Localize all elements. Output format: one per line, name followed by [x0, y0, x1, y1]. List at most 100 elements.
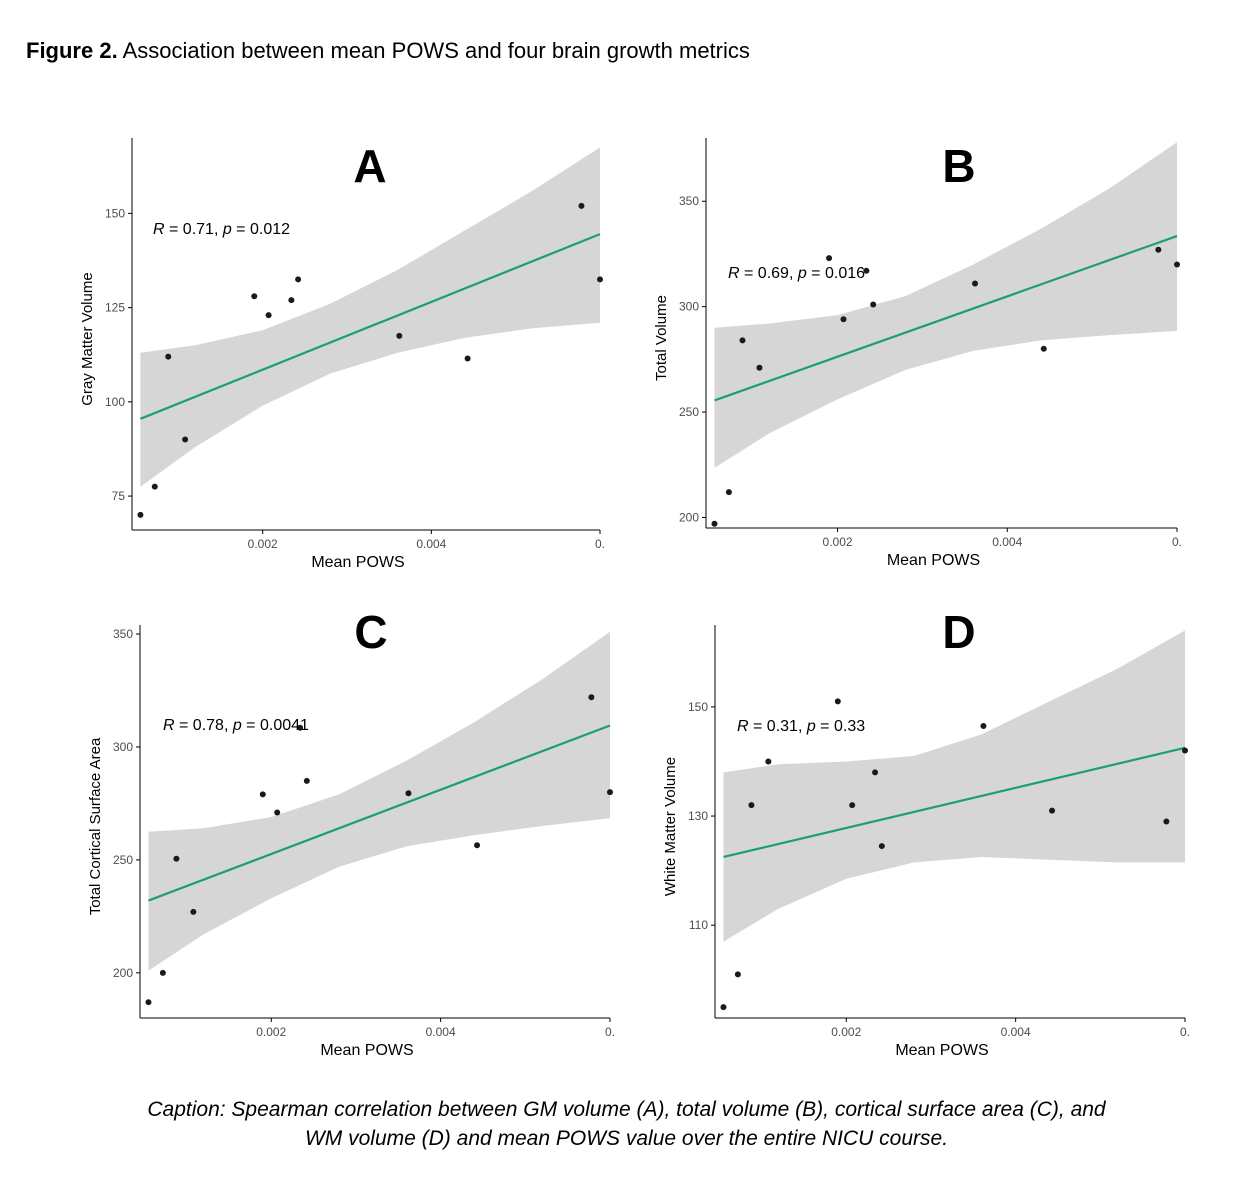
data-point: [303, 777, 310, 784]
x-tick-label: 0.004: [1001, 1025, 1031, 1039]
data-point: [840, 316, 847, 323]
data-point: [1163, 818, 1170, 825]
x-axis-title: Mean POWS: [895, 1042, 988, 1059]
x-tick-label: 0.002: [831, 1025, 861, 1039]
data-point: [137, 511, 144, 518]
correlation-annotation: R = 0.78, p = 0.0041: [163, 717, 309, 734]
confidence-band: [714, 142, 1177, 468]
data-point: [165, 353, 172, 360]
data-point: [849, 802, 856, 809]
data-point: [251, 293, 258, 300]
x-tick-label: 0.004: [426, 1025, 456, 1039]
data-point: [765, 758, 772, 765]
caption-text: Caption: Spearman correlation between GM…: [147, 1098, 1106, 1150]
y-tick-label: 200: [679, 510, 699, 524]
y-tick-label: 150: [105, 206, 125, 220]
x-axis-title: Mean POWS: [887, 552, 980, 569]
confidence-band: [148, 631, 610, 971]
panel-letter: C: [354, 606, 387, 658]
figure-plots: 75 100 125 150 0.002 0.004 0. Mean POWS Gray Mat…: [79, 138, 1190, 1059]
x-tick-label: 0.004: [416, 537, 446, 551]
data-point: [151, 483, 158, 490]
data-point: [734, 971, 741, 978]
x-tick-label: 0.002: [823, 535, 853, 549]
data-point: [725, 489, 732, 496]
fit-line: [723, 746, 1186, 859]
data-point: [739, 337, 746, 344]
data-point: [145, 999, 152, 1006]
x-tick-label: 0.002: [256, 1025, 286, 1039]
y-tick-label: 300: [679, 300, 699, 314]
y-tick-label: 110: [689, 918, 708, 932]
confidence-band: [140, 147, 600, 487]
data-point: [711, 520, 718, 527]
data-point: [190, 908, 197, 915]
data-point: [834, 698, 841, 705]
x-axis-title: Mean POWS: [311, 554, 404, 571]
data-point: [748, 802, 755, 809]
data-point: [872, 769, 879, 776]
y-axis-title: Total Volume: [653, 295, 670, 381]
figure-title-text: Association between mean POWS and four b…: [122, 38, 750, 63]
data-point: [870, 301, 877, 308]
fit-line: [714, 234, 1178, 402]
data-point: [878, 843, 885, 850]
figure-caption: Caption: Spearman correlation between GM…: [0, 1095, 1253, 1153]
y-tick-label: 250: [679, 405, 699, 419]
y-tick-label: 200: [113, 966, 133, 980]
data-point: [578, 202, 585, 209]
y-tick-label: 125: [105, 301, 125, 315]
fit-line: [140, 233, 601, 420]
data-point: [1049, 807, 1056, 814]
y-tick-label: 350: [679, 194, 699, 208]
data-point: [396, 332, 403, 339]
correlation-annotation: R = 0.31, p = 0.33: [737, 718, 865, 735]
data-point: [297, 724, 304, 731]
y-tick-label: 100: [105, 395, 125, 409]
data-point: [863, 267, 870, 274]
x-tick-label: 0.: [595, 537, 605, 551]
data-point: [826, 255, 833, 262]
data-point: [756, 364, 763, 371]
confidence-band: [723, 630, 1185, 942]
data-point: [1182, 747, 1188, 754]
data-point: [182, 436, 189, 443]
data-point: [980, 722, 987, 729]
y-tick-label: 300: [113, 740, 133, 754]
data-point: [972, 280, 979, 287]
panel-letter: A: [353, 140, 386, 192]
data-point: [597, 276, 603, 283]
fit-line: [148, 724, 611, 902]
data-point: [1155, 246, 1162, 253]
data-point: [295, 276, 302, 283]
figure-title: Figure 2. Association between mean POWS …: [26, 38, 750, 64]
data-point: [464, 355, 471, 362]
figure-label: Figure 2.: [26, 38, 118, 63]
y-tick-label: 150: [688, 700, 708, 714]
correlation-annotation: R = 0.69, p = 0.016: [728, 265, 865, 282]
y-tick-label: 250: [113, 853, 133, 867]
data-point: [720, 1004, 727, 1011]
x-tick-label: 0.: [1180, 1025, 1190, 1039]
data-point: [588, 694, 595, 701]
data-point: [1174, 261, 1180, 268]
panel-a: 75 100 125 150 0.002 0.004 0. Mean POWS Gray Mat…: [79, 138, 605, 571]
x-tick-label: 0.004: [992, 535, 1022, 549]
data-point: [274, 809, 281, 816]
y-tick-label: 350: [113, 627, 133, 641]
data-point: [474, 842, 481, 849]
x-axis-title: Mean POWS: [320, 1042, 413, 1059]
y-tick-label: 75: [112, 489, 126, 503]
correlation-annotation: R = 0.71, p = 0.012: [153, 221, 290, 238]
panel-b: 200 250 300 350 0.002 0.004 0. Mean POWS Total V…: [653, 138, 1182, 569]
panel-letter: D: [942, 606, 975, 658]
data-point: [259, 791, 266, 798]
data-point: [1040, 345, 1047, 352]
y-axis-title: White Matter Volume: [662, 757, 679, 896]
y-tick-label: 130: [688, 809, 708, 823]
panel-d: 110 130 150 0.002 0.004 0. Mean POWS White Matt…: [662, 606, 1190, 1059]
y-axis-title: Total Cortical Surface Area: [87, 737, 104, 915]
panel-letter: B: [942, 140, 975, 192]
data-point: [173, 855, 180, 862]
y-axis-title: Gray Matter Volume: [79, 272, 96, 405]
